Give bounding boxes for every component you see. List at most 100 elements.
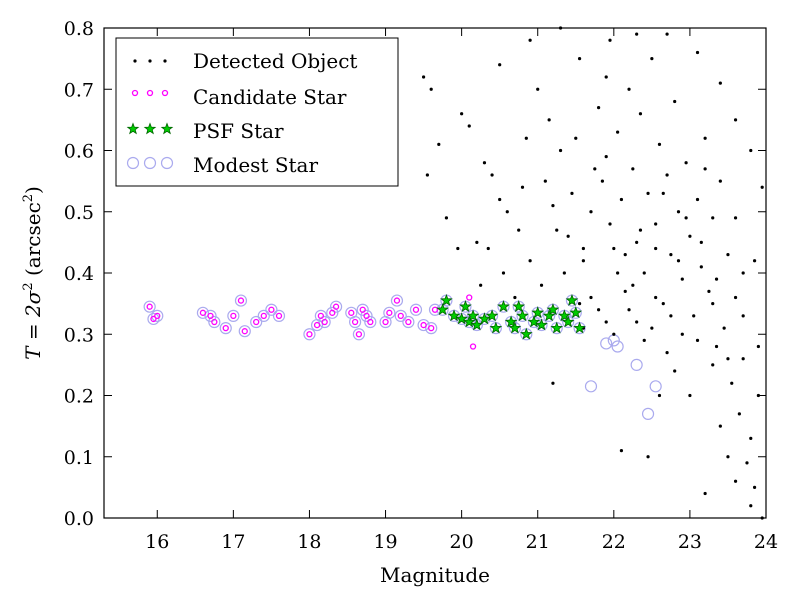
detected-object-point	[722, 326, 726, 330]
detected-object-point	[498, 63, 502, 67]
modest-star-point	[425, 322, 438, 335]
detected-object-point	[520, 185, 525, 189]
detected-object-point	[505, 210, 509, 214]
detected-object-point	[635, 320, 639, 324]
candidate-star-point	[211, 318, 218, 326]
modest-star-point	[349, 315, 362, 329]
detected-object-point	[627, 308, 631, 312]
psf-star-point	[561, 315, 575, 328]
detected-object-point	[733, 479, 738, 483]
modest-star-point	[364, 315, 377, 329]
candidate-star-point	[222, 324, 229, 332]
detected-object-point	[711, 363, 715, 367]
psf-star-point	[436, 303, 449, 316]
detected-object-point	[460, 112, 464, 116]
detected-object-point	[608, 38, 612, 42]
modest-star-point	[318, 315, 331, 329]
detected-object-point	[676, 210, 681, 214]
x-tick-label: 24	[754, 531, 778, 553]
detected-object-point	[619, 197, 624, 202]
modest-star-point	[611, 340, 624, 353]
detected-object-point	[642, 271, 646, 275]
detected-object-point	[657, 393, 662, 398]
psf-star-point	[519, 327, 533, 340]
detected-object-point	[574, 136, 578, 140]
detected-object-point	[635, 32, 639, 36]
detected-object-point	[741, 271, 745, 275]
detected-object-point	[562, 271, 566, 275]
modest-star-point	[329, 300, 343, 313]
modest-star-point	[196, 306, 210, 319]
detected-object-point	[638, 228, 643, 232]
psf-star-point	[512, 300, 526, 313]
detected-object-point	[718, 179, 722, 183]
detected-object-point	[566, 234, 570, 238]
modest-star-point	[360, 309, 373, 322]
detected-object-point	[654, 246, 658, 251]
legend-label-detected: Detected Object	[193, 49, 357, 73]
y-axis-title-main: T = 2σ	[21, 289, 45, 360]
detected-object-point	[730, 381, 734, 385]
candidate-star-point	[230, 312, 237, 320]
detected-object-point	[661, 191, 665, 195]
x-tick-label: 21	[526, 531, 550, 553]
detected-object-point	[695, 338, 700, 342]
detected-object-point	[737, 412, 741, 416]
detected-object-point	[650, 326, 654, 330]
detected-object-point	[703, 136, 707, 140]
detected-object-point	[612, 332, 616, 336]
psf-star-point	[462, 315, 476, 328]
detected-object-point	[733, 118, 738, 122]
psf-star-point	[508, 321, 522, 334]
x-tick-label: 19	[373, 531, 397, 553]
detected-object-point	[676, 259, 681, 263]
detected-object-point	[616, 271, 620, 275]
detected-object-point	[608, 222, 612, 226]
detected-object-point	[513, 295, 517, 300]
modest-star-point	[265, 303, 278, 316]
detected-object-point	[444, 216, 449, 220]
detected-object-point	[467, 124, 471, 128]
legend-modest-marker	[126, 156, 140, 170]
psf-star-point	[470, 318, 484, 331]
candidate-star-point	[367, 318, 374, 326]
y-tick-label: 0.1	[64, 447, 94, 469]
modest-star-point	[584, 380, 598, 393]
x-tick-label: 16	[145, 531, 169, 553]
detected-object-point	[699, 240, 703, 244]
detected-object-point	[749, 504, 753, 508]
modest-star-point	[402, 315, 415, 329]
detected-object-point	[581, 259, 585, 263]
detected-object-point	[536, 87, 540, 91]
detected-object-point	[718, 81, 722, 85]
candidate-star-point	[268, 306, 275, 313]
detected-object-point	[657, 142, 662, 146]
psf-star-point	[485, 309, 499, 322]
candidate-star-point	[359, 306, 366, 313]
detected-object-point	[673, 369, 677, 373]
detected-object-point	[437, 142, 441, 146]
legend-label-candidate: Candidate Star	[193, 85, 347, 109]
psf-star-point	[531, 306, 545, 319]
candidate-star-point	[317, 312, 325, 320]
candidate-star-point	[146, 303, 153, 310]
candidate-star-point	[428, 324, 435, 332]
x-axis-title: Magnitude	[380, 563, 490, 587]
modest-star-point	[143, 300, 156, 313]
candidate-star-point	[393, 297, 401, 304]
legend-modest-marker	[143, 156, 157, 170]
modest-star-point	[303, 328, 316, 341]
detected-object-point	[699, 265, 703, 269]
legend-psf-marker	[126, 122, 140, 135]
candidate-star-point	[363, 312, 370, 320]
detected-object-point	[551, 381, 555, 385]
y-tick-label: 0.3	[64, 324, 94, 346]
modest-star-point	[649, 380, 662, 393]
detected-object-point	[604, 155, 608, 159]
detected-object-point	[421, 75, 426, 79]
candidate-star-point	[150, 315, 157, 323]
psf-star-point	[542, 309, 556, 322]
x-axis: 16 17 18 19 20 21 22 23 24	[145, 28, 778, 553]
detected-object-point	[752, 485, 757, 489]
